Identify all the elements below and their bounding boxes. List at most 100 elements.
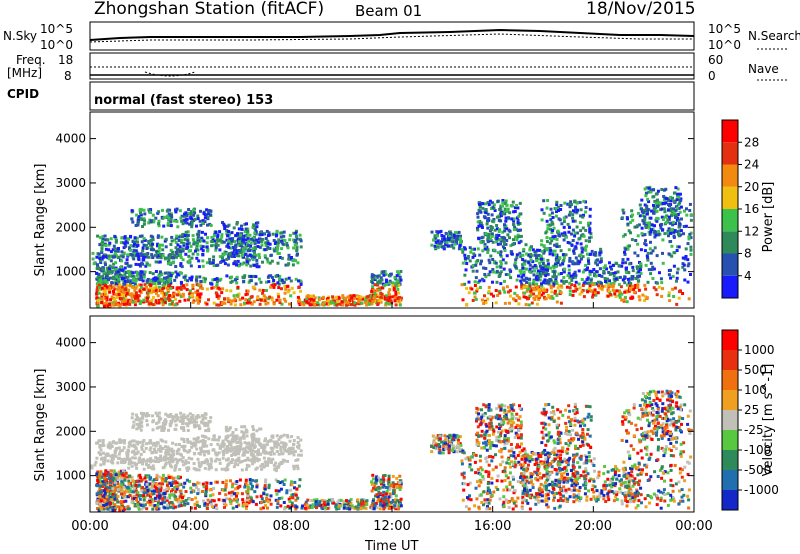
echo-cell (112, 289, 115, 293)
echo-cell (124, 240, 128, 244)
echo-cell (394, 290, 398, 294)
echo-cell (230, 255, 234, 258)
echo-cell (606, 294, 610, 298)
noise-sky-trace (89, 28, 695, 41)
echo-cell (626, 257, 630, 261)
echo-cell (529, 289, 533, 293)
echo-cell (149, 446, 153, 450)
echo-cell (601, 285, 605, 289)
echo-cell (126, 454, 130, 457)
echo-cell (218, 444, 222, 448)
echo-cell (651, 265, 655, 269)
echo-cell (131, 255, 135, 259)
echo-cell (389, 272, 393, 276)
echo-cell (222, 253, 226, 257)
echo-cell (290, 286, 294, 290)
echo-cell (258, 233, 262, 237)
echo-cell (675, 279, 678, 283)
echo-cell (151, 507, 155, 511)
echo-cell (131, 300, 135, 304)
echo-cell (188, 412, 192, 416)
echo-cell (548, 237, 552, 240)
echo-cell (181, 247, 185, 251)
echo-cell (96, 480, 100, 484)
echo-cell (206, 424, 210, 427)
echo-cell (544, 272, 548, 276)
echo-cell (127, 445, 131, 449)
echo-cell (671, 196, 675, 200)
echo-cell (128, 459, 132, 463)
echo-cell (313, 296, 317, 300)
echo-cell (257, 265, 261, 269)
echo-cell (235, 222, 239, 226)
echo-cell (527, 287, 531, 291)
echo-cell (153, 496, 157, 500)
echo-cell (247, 239, 251, 243)
echo-cell (520, 284, 524, 288)
echo-cell (148, 300, 152, 304)
echo-cell (96, 298, 100, 302)
echo-cell (549, 266, 553, 270)
echo-cell (141, 246, 145, 250)
echo-cell (630, 275, 634, 279)
echo-cell (637, 211, 640, 215)
echo-cell (566, 222, 570, 226)
echo-cell (119, 472, 123, 476)
echo-cell (152, 441, 156, 445)
echo-cell (157, 224, 161, 228)
power-scatter-cells (91, 185, 693, 308)
echo-cell (617, 264, 621, 268)
echo-cell (174, 413, 178, 417)
echo-cell (163, 418, 167, 422)
echo-cell (536, 272, 540, 276)
echo-cell (392, 288, 396, 292)
echo-cell (540, 208, 544, 212)
echo-cell (240, 262, 244, 266)
echo-cell (514, 265, 518, 269)
echo-cell (212, 255, 216, 259)
echo-cell (602, 266, 606, 270)
echo-cell (522, 295, 526, 299)
echo-cell (160, 291, 164, 295)
echo-cell (151, 414, 155, 418)
echo-cell (552, 266, 556, 270)
echo-cell (477, 224, 481, 228)
echo-cell (233, 260, 237, 264)
echo-cell (294, 277, 298, 281)
echo-cell (501, 245, 505, 249)
echo-cell (148, 287, 152, 290)
echo-cell (136, 273, 139, 277)
echo-cell (141, 249, 145, 253)
echo-cell (98, 477, 102, 481)
echo-cell (506, 233, 510, 237)
echo-cell (171, 476, 175, 480)
echo-cell (178, 452, 182, 456)
echo-cell (496, 199, 500, 203)
echo-cell (119, 241, 123, 245)
echo-cell (482, 302, 486, 305)
echo-cell (187, 208, 191, 211)
echo-cell (149, 211, 153, 214)
echo-cell (225, 232, 229, 236)
echo-cell (689, 273, 692, 276)
echo-cell (487, 289, 491, 293)
echo-cell (486, 297, 490, 301)
echo-cell (101, 240, 105, 244)
echo-cell (678, 201, 682, 205)
echo-cell (448, 230, 452, 234)
echo-cell (541, 272, 545, 276)
echo-cell (607, 284, 611, 288)
echo-cell (519, 279, 523, 283)
echo-cell (365, 303, 369, 307)
echo-cell (229, 246, 233, 250)
echo-cell (103, 491, 107, 495)
echo-cell (570, 283, 573, 287)
echo-cell (527, 269, 531, 273)
echo-cell (116, 486, 120, 490)
echo-cell (263, 445, 267, 449)
echo-cell (100, 286, 104, 290)
echo-cell (531, 260, 535, 264)
echo-cell (486, 212, 490, 216)
echo-cell (186, 239, 190, 243)
echo-cell (579, 257, 583, 261)
